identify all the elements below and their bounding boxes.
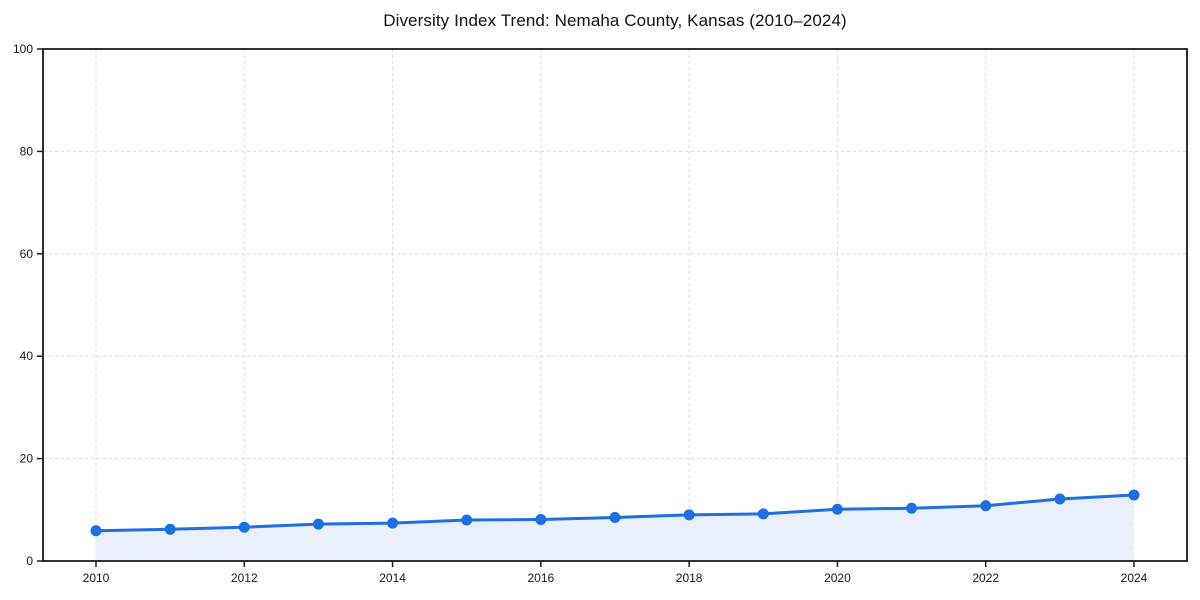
- data-point-2016: [535, 514, 547, 526]
- y-tick-label: 60: [20, 247, 34, 261]
- x-tick-label: 2014: [379, 571, 406, 585]
- chart-title: Diversity Index Trend: Nemaha County, Ka…: [383, 11, 847, 30]
- gridlines: [43, 49, 1187, 561]
- data-point-2014: [387, 517, 399, 529]
- area-fill: [96, 494, 1134, 561]
- x-tick-label: 2024: [1121, 571, 1148, 585]
- x-tick-label: 2010: [83, 571, 110, 585]
- x-tick-label: 2022: [972, 571, 999, 585]
- data-point-2018: [683, 509, 695, 521]
- y-tick-label: 20: [20, 452, 34, 466]
- data-point-2022: [980, 500, 992, 512]
- x-tick-label: 2020: [824, 571, 851, 585]
- data-point-2019: [757, 508, 769, 520]
- data-point-2017: [609, 511, 621, 523]
- data-point-2011: [164, 523, 176, 535]
- data-point-2020: [831, 503, 843, 515]
- y-tick-label: 40: [20, 349, 34, 363]
- y-tick-label: 100: [13, 42, 33, 56]
- data-point-2023: [1054, 493, 1066, 505]
- y-tick-label: 0: [26, 554, 33, 568]
- axes-spines: [42, 48, 1188, 562]
- data-point-2010: [90, 525, 102, 537]
- tick-marks: [37, 48, 1135, 567]
- data-point-2013: [312, 518, 324, 530]
- data-point-2012: [238, 521, 250, 533]
- data-point-2015: [461, 514, 473, 526]
- data-point-2024: [1128, 489, 1140, 501]
- y-tick-label: 80: [20, 144, 34, 158]
- data-points-layer: [90, 489, 1140, 537]
- x-tick-label: 2016: [528, 571, 555, 585]
- area-fill-layer: [96, 494, 1134, 561]
- x-tick-label: 2018: [676, 571, 703, 585]
- plot-border: [42, 48, 1188, 562]
- x-tick-label: 2012: [231, 571, 258, 585]
- tick-labels: 2010 2012 2014 2016 2018 2020 2022 2024 0 20 40 60 8…: [13, 42, 1148, 585]
- data-point-2021: [906, 502, 918, 514]
